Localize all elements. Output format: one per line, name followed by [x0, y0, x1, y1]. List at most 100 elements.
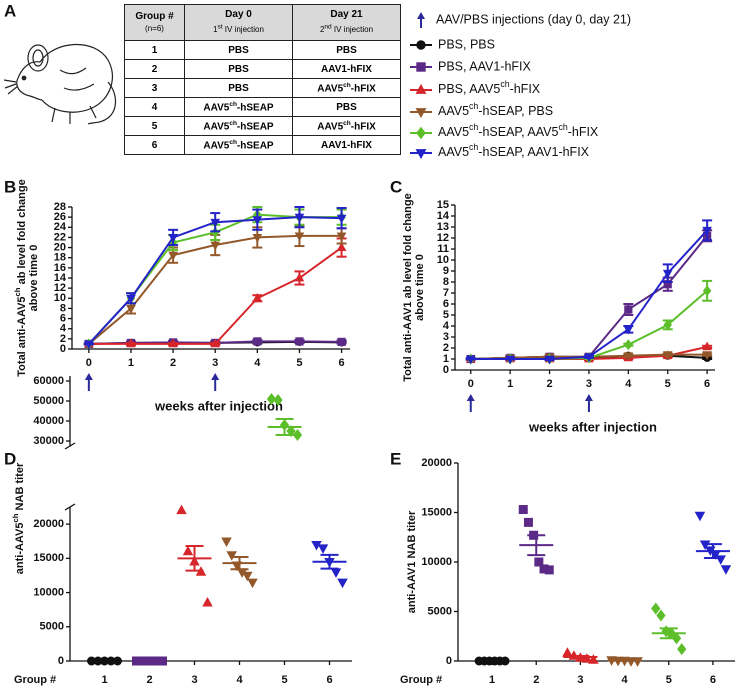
marker: [126, 305, 136, 314]
marker: [523, 517, 533, 527]
y-tick-label: 15000: [33, 552, 64, 564]
panel-letter: C: [390, 177, 402, 196]
marker: [336, 214, 347, 224]
y-tick-label: 20000: [421, 457, 452, 469]
cell-text: 6: [151, 139, 158, 151]
marker: [720, 565, 732, 575]
legend-text-part: ch: [469, 101, 478, 111]
legend-text: AAV5ch-hSEAP, AAV1-hFIX: [438, 142, 590, 159]
table-cell: PBS: [292, 40, 401, 60]
y-tick-label: 9: [443, 265, 449, 277]
marker: [126, 338, 136, 348]
marker: [505, 355, 515, 365]
cell-text: IV injection: [222, 24, 264, 34]
injection-arrow-head: [84, 373, 93, 380]
x-tick-label: 5: [296, 357, 302, 369]
legend-text-part: ch: [469, 142, 478, 152]
cell-text: ch: [229, 138, 237, 146]
legend-text: PBS, AAV1-hFIX: [438, 59, 532, 73]
table-cell: 5: [124, 116, 185, 136]
x-tick-label: 6: [704, 378, 710, 390]
legend-text-part: -hSEAP, PBS: [478, 104, 553, 118]
marker: [176, 504, 187, 515]
marker: [168, 251, 178, 261]
marker: [544, 565, 554, 575]
cell-text: AAV5: [203, 102, 230, 114]
legend-text-part: PBS, AAV5: [438, 82, 500, 96]
y-tick-label: 50000: [33, 395, 64, 407]
y-tick-label: 0: [60, 343, 66, 355]
cell-text: 1: [151, 44, 158, 56]
header-cell: Day 21 2nd IV injection: [292, 4, 401, 41]
marker: [252, 292, 263, 302]
cell-text: st: [217, 23, 223, 31]
table-row: 1 PBS PBS: [124, 40, 401, 60]
y-tick-label: 0: [58, 655, 64, 667]
x-tick-label: 4: [622, 674, 629, 686]
cell-text: PBS: [336, 44, 357, 56]
y-tick-label: 22: [54, 231, 66, 243]
y-tick-label: 16: [54, 262, 66, 274]
y-axis-title-part: NAB titer: [14, 462, 26, 513]
table-cell: AAV1-hFIX: [292, 59, 401, 79]
y-tick-label: 12: [437, 232, 449, 244]
y-tick-label: 10: [437, 254, 449, 266]
legend-text-part: -hSEAP, AAV1-hFIX: [478, 145, 589, 159]
marker: [677, 643, 687, 656]
marker: [292, 428, 303, 442]
y-tick-label: 2: [443, 342, 449, 354]
x-tick-label: 2: [170, 357, 176, 369]
y-tick-label: 15000: [421, 506, 452, 518]
cell-text: 2: [151, 63, 158, 75]
table-cell: PBS: [184, 40, 293, 60]
injection-arrow-head: [211, 373, 220, 380]
y-tick-label: 5: [443, 309, 449, 321]
cell-text: PBS: [228, 63, 249, 75]
cell-text: IV injection: [331, 24, 374, 34]
cell-text: AAV5: [203, 121, 230, 133]
x-tick-label: 2: [533, 674, 539, 686]
marker: [415, 149, 427, 160]
cell-text: ch: [229, 100, 237, 108]
cell-text: PBS: [336, 101, 357, 113]
marker: [294, 272, 305, 282]
marker: [415, 108, 427, 119]
marker: [226, 551, 237, 561]
group-table: Group # (n=6) Day 0 1st IV injection Day 21 2…: [124, 4, 401, 155]
table-cell: AAV5ch-hSEAP: [184, 116, 293, 136]
marker: [624, 339, 633, 351]
cell-text: (n=6): [145, 23, 164, 33]
cell-text: 5: [151, 120, 158, 132]
marker: [253, 337, 262, 346]
x-axis-title: weeks after injection: [154, 398, 283, 413]
cell-text: 4: [151, 101, 158, 113]
x-axis-title: Group #: [400, 674, 442, 686]
header-cell: Day 0 1st IV injection: [184, 4, 293, 41]
cell-text: ch: [229, 119, 237, 127]
y-tick-label: 6: [60, 312, 66, 324]
cell-text: 1: [213, 24, 218, 34]
x-tick-label: 2: [146, 674, 152, 686]
marker: [317, 544, 329, 554]
legend-text-part: -hFIX: [568, 125, 599, 139]
marker: [416, 40, 426, 50]
marker: [252, 216, 263, 226]
marker: [656, 609, 666, 622]
cell-text: -hFIX: [350, 121, 376, 133]
y-tick-label: 8: [443, 276, 449, 288]
marker: [702, 341, 712, 351]
cell-text: nd: [324, 23, 332, 31]
cell-text: ch: [343, 119, 351, 127]
axis-break: [64, 442, 76, 450]
y-tick-label: 4: [443, 320, 450, 332]
y-tick-label: 8: [60, 302, 66, 314]
marker: [168, 338, 178, 348]
marker: [294, 213, 305, 223]
y-tick-label: 0: [446, 655, 452, 667]
y-tick-label: 14: [54, 272, 67, 284]
y-tick-label: 18: [54, 252, 66, 264]
table-row: 2 PBS AAV1-hFIX: [124, 59, 401, 79]
y-tick-label: 60000: [33, 375, 64, 387]
legend-text-part: ch: [558, 122, 567, 132]
legend-text-part: -hFIX: [510, 82, 541, 96]
